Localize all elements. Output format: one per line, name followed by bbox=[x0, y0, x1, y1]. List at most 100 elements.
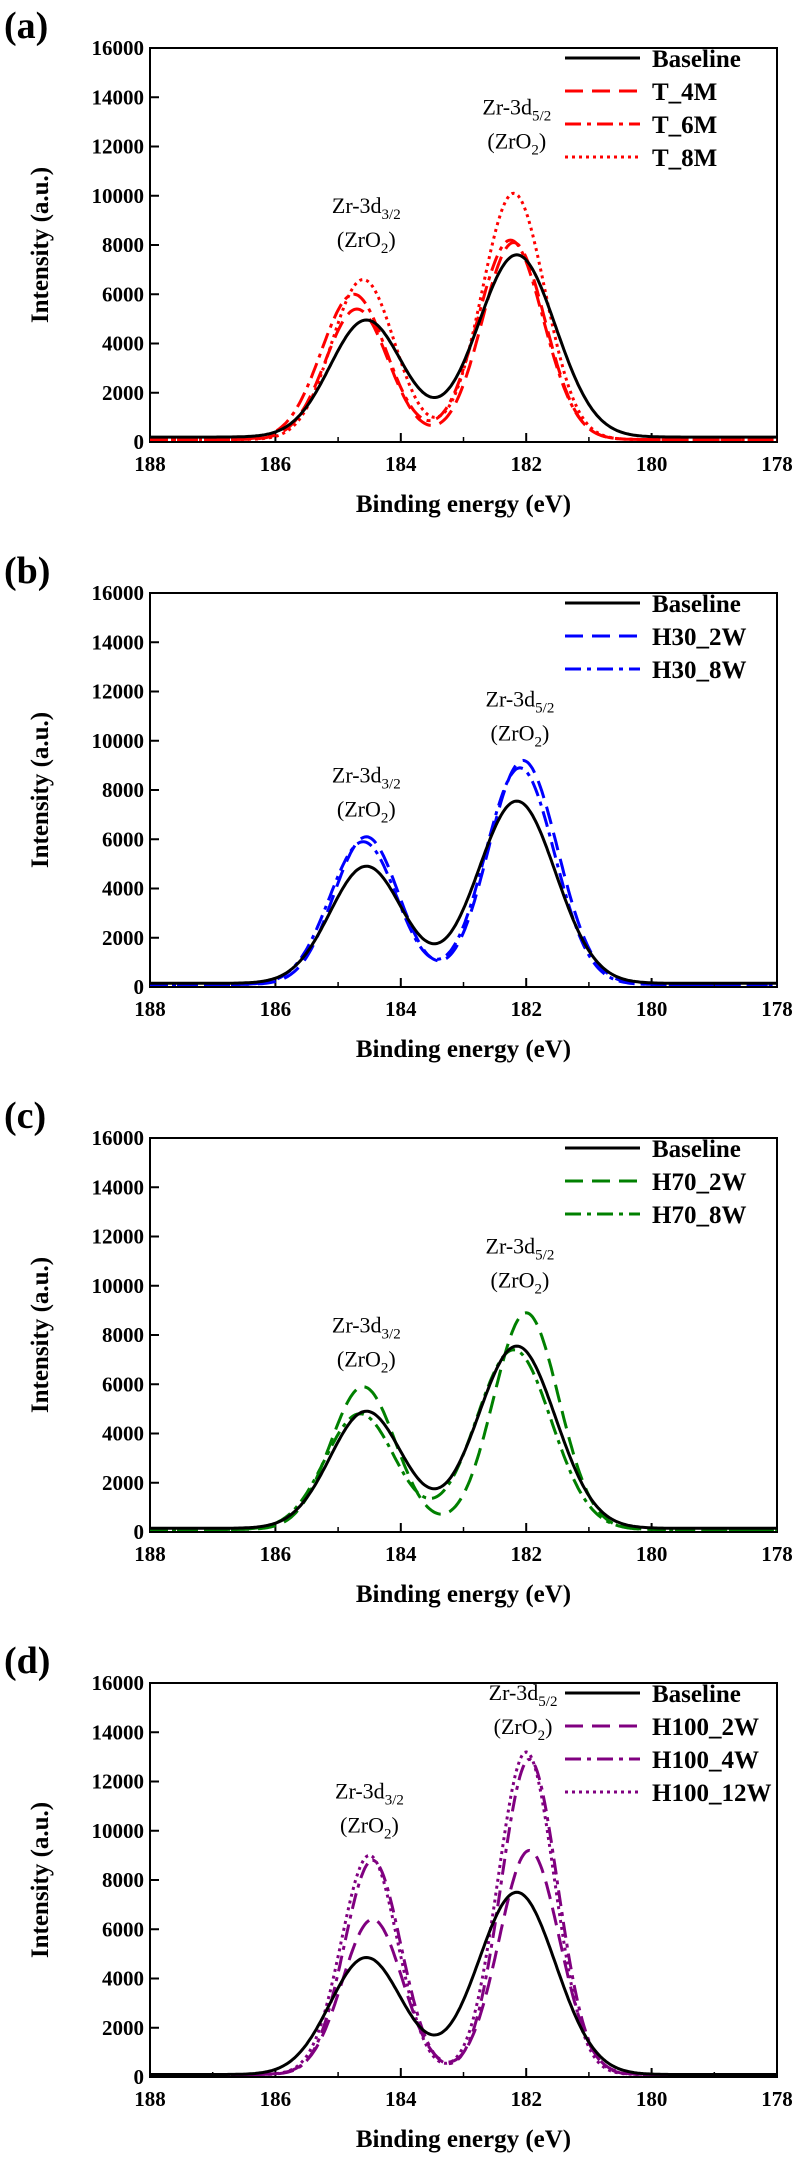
y-tick-label: 10000 bbox=[92, 184, 145, 208]
annotation-sub: 3/2 bbox=[382, 777, 401, 793]
peak-annotation-line2: (ZrO2) bbox=[487, 128, 546, 158]
annotation-compound-end: ) bbox=[392, 1813, 399, 1838]
x-tick-label: 184 bbox=[385, 1542, 417, 1566]
annotation-compound-end: ) bbox=[388, 227, 395, 252]
y-tick-label: 8000 bbox=[102, 1323, 144, 1347]
plot-frame bbox=[149, 47, 778, 443]
y-tick-label: 6000 bbox=[102, 1917, 144, 1941]
plot-frame bbox=[149, 1682, 778, 2078]
x-tick-label: 184 bbox=[385, 2087, 417, 2111]
peak-annotation-line1: Zr-3d3/2 bbox=[335, 1779, 404, 1809]
y-tick-label: 16000 bbox=[92, 581, 145, 605]
y-tick-label: 14000 bbox=[92, 1175, 145, 1199]
y-tick-label: 6000 bbox=[102, 282, 144, 306]
y-tick-label: 6000 bbox=[102, 1372, 144, 1396]
y-tick-label: 14000 bbox=[92, 85, 145, 109]
annotation-compound-sub: 2 bbox=[381, 1361, 389, 1377]
y-tick-label: 16000 bbox=[92, 36, 145, 60]
y-tick-label: 10000 bbox=[92, 1819, 145, 1843]
annotation-sub: 3/2 bbox=[385, 1793, 404, 1809]
annotation-compound: (ZrO bbox=[337, 797, 381, 822]
annotation-compound-sub: 2 bbox=[531, 142, 539, 158]
legend-label: Baseline bbox=[652, 1136, 741, 1163]
legend-label: T_8M bbox=[652, 145, 717, 172]
annotation-compound: (ZrO bbox=[491, 720, 535, 745]
annotation-base: Zr-3d bbox=[489, 1680, 539, 1705]
y-tick-label: 8000 bbox=[102, 233, 144, 257]
y-tick-label: 4000 bbox=[102, 332, 144, 356]
annotation-base: Zr-3d bbox=[482, 94, 532, 119]
annotation-compound-end: ) bbox=[542, 720, 549, 745]
y-axis-title: Intensity (a.u.) bbox=[27, 1257, 54, 1413]
annotation-base: Zr-3d bbox=[332, 763, 382, 788]
panel-label: (d) bbox=[4, 1640, 50, 1682]
y-tick-label: 16000 bbox=[92, 1126, 145, 1150]
y-tick-label: 2000 bbox=[102, 2016, 144, 2040]
annotation-compound-sub: 2 bbox=[535, 734, 543, 750]
y-tick-label: 4000 bbox=[102, 1422, 144, 1446]
y-tick-label: 8000 bbox=[102, 1868, 144, 1892]
peak-annotation-line2: (ZrO2) bbox=[491, 1268, 550, 1298]
series-line-h30-2w bbox=[150, 758, 777, 986]
series-line-t-4m bbox=[150, 240, 777, 441]
x-tick-label: 188 bbox=[134, 1542, 166, 1566]
y-tick-label: 2000 bbox=[102, 381, 144, 405]
panel-label: (c) bbox=[4, 1095, 46, 1137]
chart-panel-d: (d) 0 2000 4000 6000 8000 10000 12000 14000 16000… bbox=[0, 1635, 809, 2180]
x-tick-label: 180 bbox=[636, 2087, 668, 2111]
annotation-compound-sub: 2 bbox=[535, 1282, 543, 1298]
annotation-compound: (ZrO bbox=[494, 1714, 538, 1739]
peak-annotation-line1: Zr-3d5/2 bbox=[489, 1680, 558, 1710]
peak-annotation-line1: Zr-3d3/2 bbox=[332, 1313, 401, 1343]
y-tick-label: 0 bbox=[134, 430, 145, 454]
x-tick-label: 178 bbox=[761, 2087, 793, 2111]
y-tick-label: 0 bbox=[134, 975, 145, 999]
peak-annotation-line2: (ZrO2) bbox=[337, 797, 396, 827]
annotation-base: Zr-3d bbox=[486, 686, 536, 711]
series-line-baseline bbox=[150, 1344, 777, 1530]
y-tick-label: 16000 bbox=[92, 1671, 145, 1695]
y-tick-label: 10000 bbox=[92, 729, 145, 753]
x-axis-title: Binding energy (eV) bbox=[356, 2126, 571, 2153]
annotation-compound: (ZrO bbox=[337, 1347, 381, 1372]
legend-label: H100_4W bbox=[652, 1747, 759, 1774]
annotation-sub: 3/2 bbox=[382, 1327, 401, 1343]
x-tick-label: 184 bbox=[385, 997, 417, 1021]
peak-annotation-line2: (ZrO2) bbox=[491, 720, 550, 750]
y-tick-label: 12000 bbox=[92, 135, 145, 159]
y-tick-label: 4000 bbox=[102, 877, 144, 901]
annotation-compound-end: ) bbox=[388, 1347, 395, 1372]
x-tick-label: 182 bbox=[510, 452, 542, 476]
x-axis-title: Binding energy (eV) bbox=[356, 1581, 571, 1608]
annotation-compound: (ZrO bbox=[487, 128, 531, 153]
x-tick-label: 182 bbox=[510, 2087, 542, 2111]
x-tick-label: 188 bbox=[134, 452, 166, 476]
x-tick-label: 180 bbox=[636, 1542, 668, 1566]
annotation-compound-sub: 2 bbox=[381, 811, 389, 827]
x-tick-label: 186 bbox=[260, 452, 292, 476]
legend-label: T_4M bbox=[652, 79, 717, 106]
annotation-compound-end: ) bbox=[545, 1714, 552, 1739]
annotation-compound-sub: 2 bbox=[538, 1728, 546, 1744]
x-tick-label: 178 bbox=[761, 1542, 793, 1566]
peak-annotation-line2: (ZrO2) bbox=[337, 1347, 396, 1377]
legend-label: H100_2W bbox=[652, 1714, 759, 1741]
chart-svg-a: (a) 0 2000 4000 6000 8000 10000 12000 14000 16000… bbox=[4, 5, 793, 518]
peak-annotation-line1: Zr-3d3/2 bbox=[332, 193, 401, 223]
peak-annotation-line1: Zr-3d5/2 bbox=[482, 94, 551, 124]
peak-annotation-line2: (ZrO2) bbox=[337, 227, 396, 257]
y-tick-label: 10000 bbox=[92, 1274, 145, 1298]
peak-annotation-line2: (ZrO2) bbox=[340, 1813, 399, 1843]
peak-annotation-line1: Zr-3d5/2 bbox=[486, 1234, 555, 1264]
series-line-h70-2w bbox=[150, 1311, 777, 1531]
chart-svg-d: (d) 0 2000 4000 6000 8000 10000 12000 14000 16000… bbox=[4, 1640, 793, 2153]
legend-label: H70_2W bbox=[652, 1169, 746, 1196]
chart-panel-c: (c) 0 2000 4000 6000 8000 10000 12000 14000 16000… bbox=[0, 1090, 809, 1635]
series-line-h70-8w bbox=[150, 1348, 777, 1531]
y-tick-label: 12000 bbox=[92, 680, 145, 704]
x-tick-label: 188 bbox=[134, 997, 166, 1021]
annotation-compound-end: ) bbox=[539, 128, 546, 153]
annotation-compound: (ZrO bbox=[491, 1268, 535, 1293]
annotation-base: Zr-3d bbox=[486, 1234, 536, 1259]
y-tick-label: 2000 bbox=[102, 926, 144, 950]
